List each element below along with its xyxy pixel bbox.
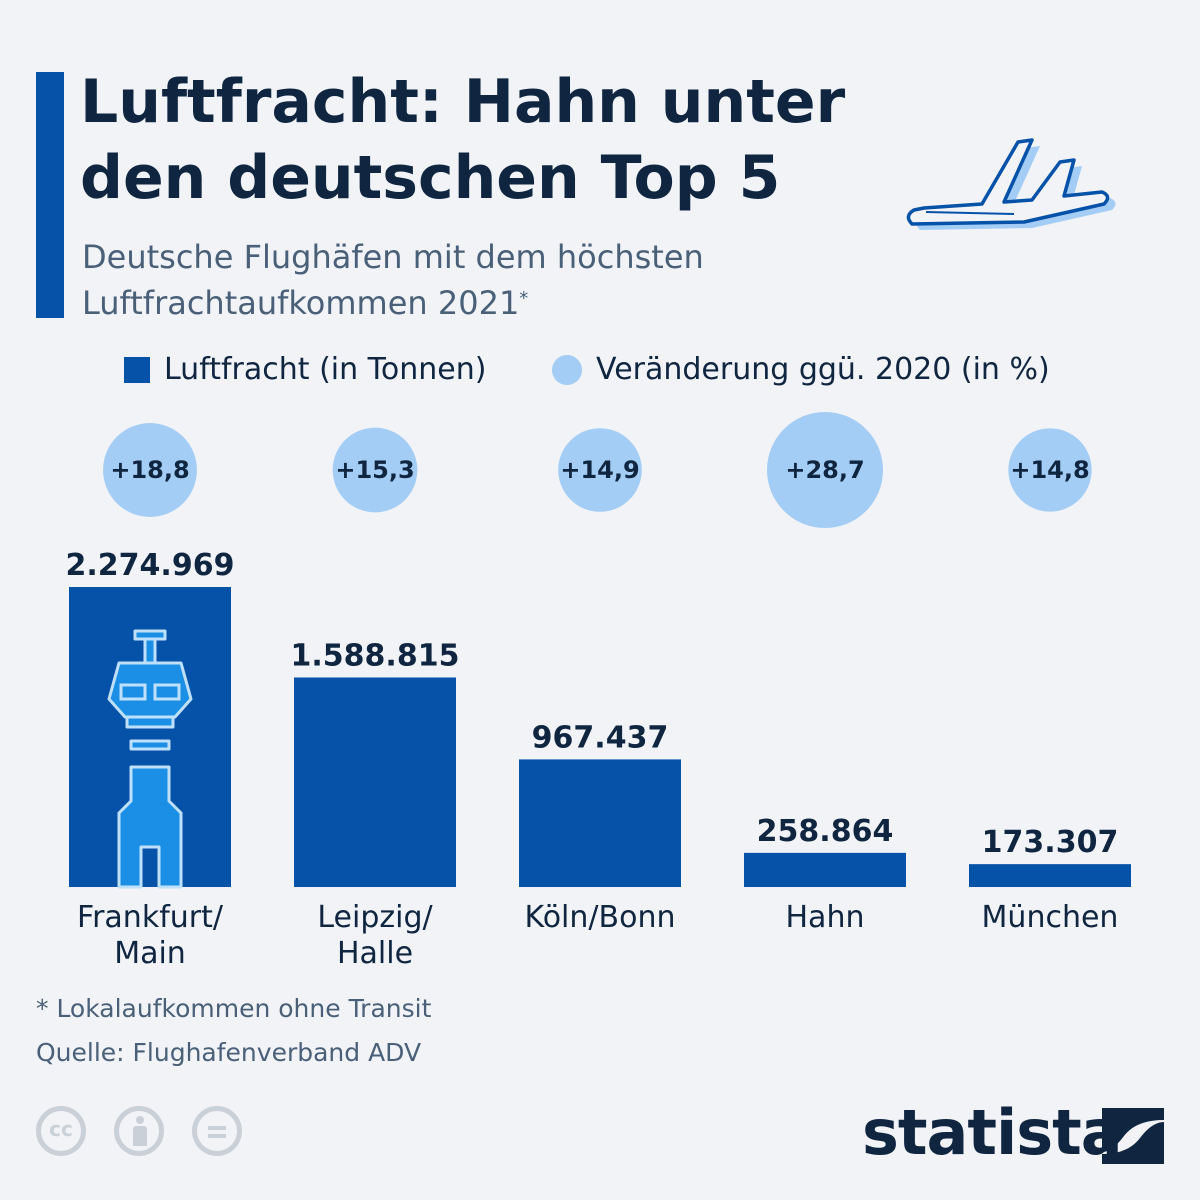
legend-label-freight: Luftfracht (in Tonnen) [164,352,487,387]
freight-value-label: 1.588.815 [291,638,460,673]
change-bubble [332,427,418,513]
category-label: Hahn [786,900,865,935]
change-bubble [767,412,883,528]
chart-title-line-2: den deutschen Top 5 [80,143,781,213]
no-derivatives-icon[interactable] [192,1106,242,1156]
category-label: München [982,900,1119,935]
chart-title: Luftfracht: Hahn unter den deutschen Top… [80,64,940,216]
freight-value-label: 173.307 [982,825,1119,860]
freight-value-label: 2.274.969 [66,548,235,583]
change-bubble-label: +28,7 [785,456,864,484]
legend-label-change: Veränderung ggü. 2020 (in %) [596,352,1050,387]
category-label: Frankfurt/ [77,900,224,935]
legend-item-change: Veränderung ggü. 2020 (in %) [552,352,1050,387]
cc-icon[interactable] [36,1106,86,1156]
freight-bar [294,677,456,887]
change-bubble-label: +14,9 [560,456,639,484]
category-label: Leipzig/ [317,900,433,935]
chart-subtitle-line-1: Deutsche Flughäfen mit dem höchsten [82,238,704,276]
footnote: * Lokalaufkommen ohne Transit [36,994,432,1023]
statista-wordmark[interactable]: statista [862,1096,1123,1169]
category-label: Köln/Bonn [525,900,676,935]
legend-item-freight: Luftfracht (in Tonnen) [124,352,486,387]
source-note: Quelle: Flughafenverband ADV [36,1038,422,1067]
control-tower-icon [107,629,193,889]
freight-bar [519,759,681,887]
chart-subtitle-line-2-text: Luftfrachtaufkommen 2021 [82,284,520,322]
freight-bar [744,852,906,887]
bar-chart: +18,8 2.274.969 Frankfurt/Main +15,3 1.588.8… [66,412,1131,971]
change-bubble [103,423,197,517]
subtitle-footnote-mark: * [519,288,529,309]
chart-subtitle-line-2: Luftfrachtaufkommen 2021* [82,280,842,326]
title-accent-bar [36,72,64,318]
freight-value-label: 967.437 [532,720,669,755]
legend-swatch-change [552,354,582,385]
attribution-icon[interactable] [114,1106,164,1156]
change-bubble-label: +15,3 [335,456,414,484]
change-bubble-label: +18,8 [110,456,189,484]
statista-logo-icon[interactable] [1102,1108,1164,1164]
license-icons [36,1106,242,1156]
chart-subtitle: Deutsche Flughäfen mit dem höchsten Luft… [82,234,842,326]
freight-value-label: 258.864 [757,814,894,849]
category-label: Halle [337,936,413,971]
legend-swatch-freight [124,356,150,383]
change-bubble [558,428,642,512]
change-bubble-label: +14,8 [1010,456,1089,484]
chart-title-line-1: Luftfracht: Hahn unter [80,67,846,137]
category-label: Main [114,936,186,971]
change-bubble [1008,428,1092,512]
freight-bar [969,864,1131,887]
plane-icon [906,138,1116,230]
